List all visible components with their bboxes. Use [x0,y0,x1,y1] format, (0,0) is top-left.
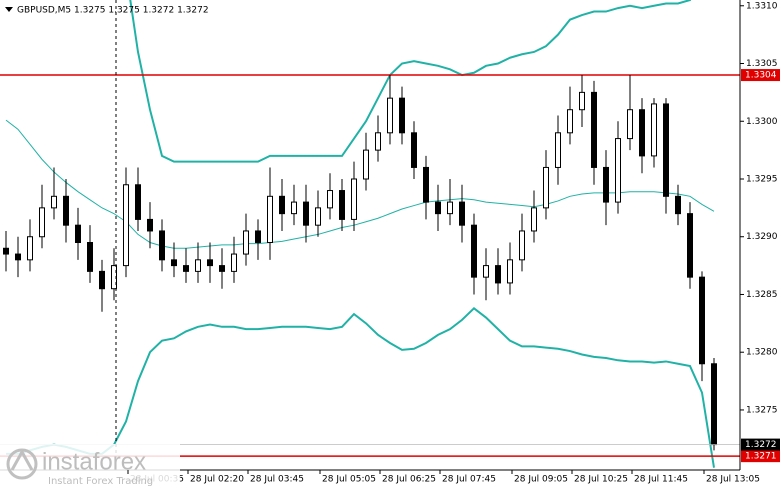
logo-brand: instaforex [42,448,146,475]
candle-body [147,218,153,232]
current-price-box [741,438,780,451]
level-label-box [741,450,780,463]
candle-body [387,97,393,134]
x-tick-label: 28 Jul 06:25 [382,475,436,485]
candle-body [555,132,561,168]
candle-body [471,224,477,278]
y-tick-label: 1.3305 [746,59,778,69]
candle-body [663,103,669,197]
candle-body [39,207,45,238]
x-tick-label: 28 Jul 13:05 [706,475,760,485]
y-tick-label: 1.3300 [746,117,778,127]
candle-body [567,109,573,134]
candle-body [699,276,705,365]
candle-body [507,259,513,284]
candle-body [207,259,213,267]
bollinger-band [129,0,692,163]
candle-body [87,242,93,272]
candle-body [15,253,21,261]
candle-body [399,97,405,134]
candle-body [459,201,465,226]
logo-tagline: Instant Forex Trading [48,476,153,487]
candle-body [267,195,273,244]
candle-body [363,149,369,180]
candle-body [183,265,189,272]
candle-body [447,201,453,215]
candle-body [603,166,609,203]
candle-body [315,207,321,226]
candle-body [279,195,285,215]
candle-body [63,195,69,226]
candle-body [615,138,621,203]
candle-body [327,190,333,209]
candle-body [27,236,33,261]
candle-body [231,253,237,272]
candle-body [627,109,633,140]
menu-arrow [5,7,13,12]
y-tick-label: 1.3285 [746,290,778,300]
plot-area [0,0,740,468]
y-tick-label: 1.3295 [746,174,778,184]
candle-body [651,103,657,157]
candle-body [123,184,129,267]
candle-body [375,132,381,151]
candle-body [423,166,429,203]
candle-body [531,207,537,232]
logo: instaforex Instant Forex Trading [0,444,180,489]
candle-body [135,184,141,220]
candle-body [351,178,357,220]
candle-body [243,230,249,255]
x-tick-label: 28 Jul 09:05 [514,475,568,485]
candle-body [171,259,177,267]
y-tick-label: 1.3280 [746,348,778,358]
candle-body [195,259,201,272]
candle-body [543,166,549,209]
level-label: 1.3271 [745,452,777,462]
x-tick-label: 28 Jul 02:20 [190,475,244,485]
candle-body [519,230,525,261]
candle-body [579,91,585,111]
candle-body [675,195,681,215]
x-tick-label: 28 Jul 11:45 [634,475,688,485]
y-tick-label: 1.3310 [746,1,778,11]
x-tick-label: 28 Jul 07:45 [442,475,496,485]
candle-body [255,230,261,244]
candle-body [687,213,693,278]
candle-body [3,247,9,255]
candle-body [711,363,717,446]
candle-body [639,109,645,157]
candle-body [99,270,105,290]
logo-icon [10,448,34,471]
candle-body [483,265,489,278]
candle-body [591,91,597,168]
candle-body [495,265,501,284]
candle-body [219,265,225,272]
chart-title: GBPUSD,M5 1.3275 1.3275 1.3272 1.3272 [17,6,209,16]
y-tick-label: 1.3275 [746,405,778,415]
candle-body [291,201,297,215]
level-label: 1.3304 [745,71,777,81]
candle-body [75,224,81,244]
current-price-label: 1.3272 [745,440,777,450]
candle-body [159,230,165,261]
level-label-box [741,69,780,82]
candle-body [435,201,441,215]
x-tick-label: 28 Jul 10:25 [574,475,628,485]
y-tick-label: 1.3290 [746,232,778,242]
candle-body [339,190,345,220]
candle-body [51,195,57,209]
bollinger-band [6,307,715,468]
x-tick-label: 28 Jul 03:45 [250,475,304,485]
candle-body [303,201,309,226]
candle-body [411,132,417,168]
x-tick-label: 28 Jul 05:05 [322,475,376,485]
